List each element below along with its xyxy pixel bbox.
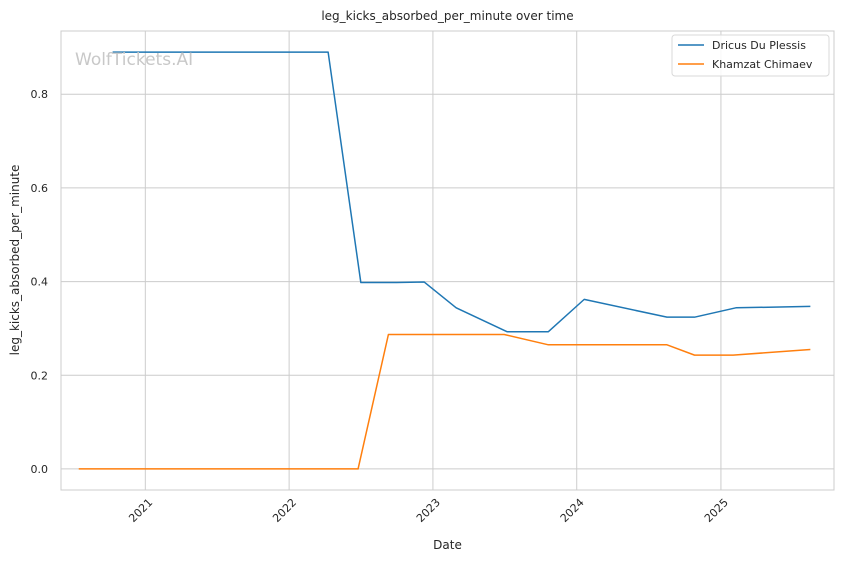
watermark: WolfTickets.AI: [75, 50, 193, 70]
series-line-1: [112, 51, 811, 333]
y-tick-label: 0.0: [31, 463, 49, 476]
legend-label: Dricus Du Plessis: [712, 39, 806, 52]
x-tick-label: 2025: [702, 496, 731, 525]
y-axis-ticks: 0.0 0.2 0.4 0.6 0.8: [31, 88, 49, 476]
y-tick-label: 0.6: [31, 182, 49, 195]
y-tick-label: 0.8: [31, 88, 49, 101]
series-line-2: [78, 333, 811, 470]
grid-lines: [61, 31, 834, 490]
y-axis-label: leg_kicks_absorbed_per_minute: [8, 165, 22, 356]
x-tick-label: 2023: [414, 496, 443, 525]
chart-title: leg_kicks_absorbed_per_minute over time: [321, 9, 573, 23]
legend: Dricus Du Plessis Khamzat Chimaev: [671, 34, 830, 77]
plot-area: [60, 30, 835, 491]
x-tick-label: 2022: [270, 496, 299, 525]
legend-box: [671, 34, 830, 77]
x-axis-label: Date: [433, 538, 462, 552]
y-tick-label: 0.4: [31, 276, 49, 289]
legend-label: Khamzat Chimaev: [712, 58, 813, 71]
x-tick-label: 2024: [558, 496, 587, 525]
y-tick-label: 0.2: [31, 369, 49, 382]
x-axis-ticks: 2021 2022 2023 2024 2025: [126, 496, 731, 525]
x-tick-label: 2021: [126, 496, 155, 525]
series-lines: [78, 51, 811, 470]
